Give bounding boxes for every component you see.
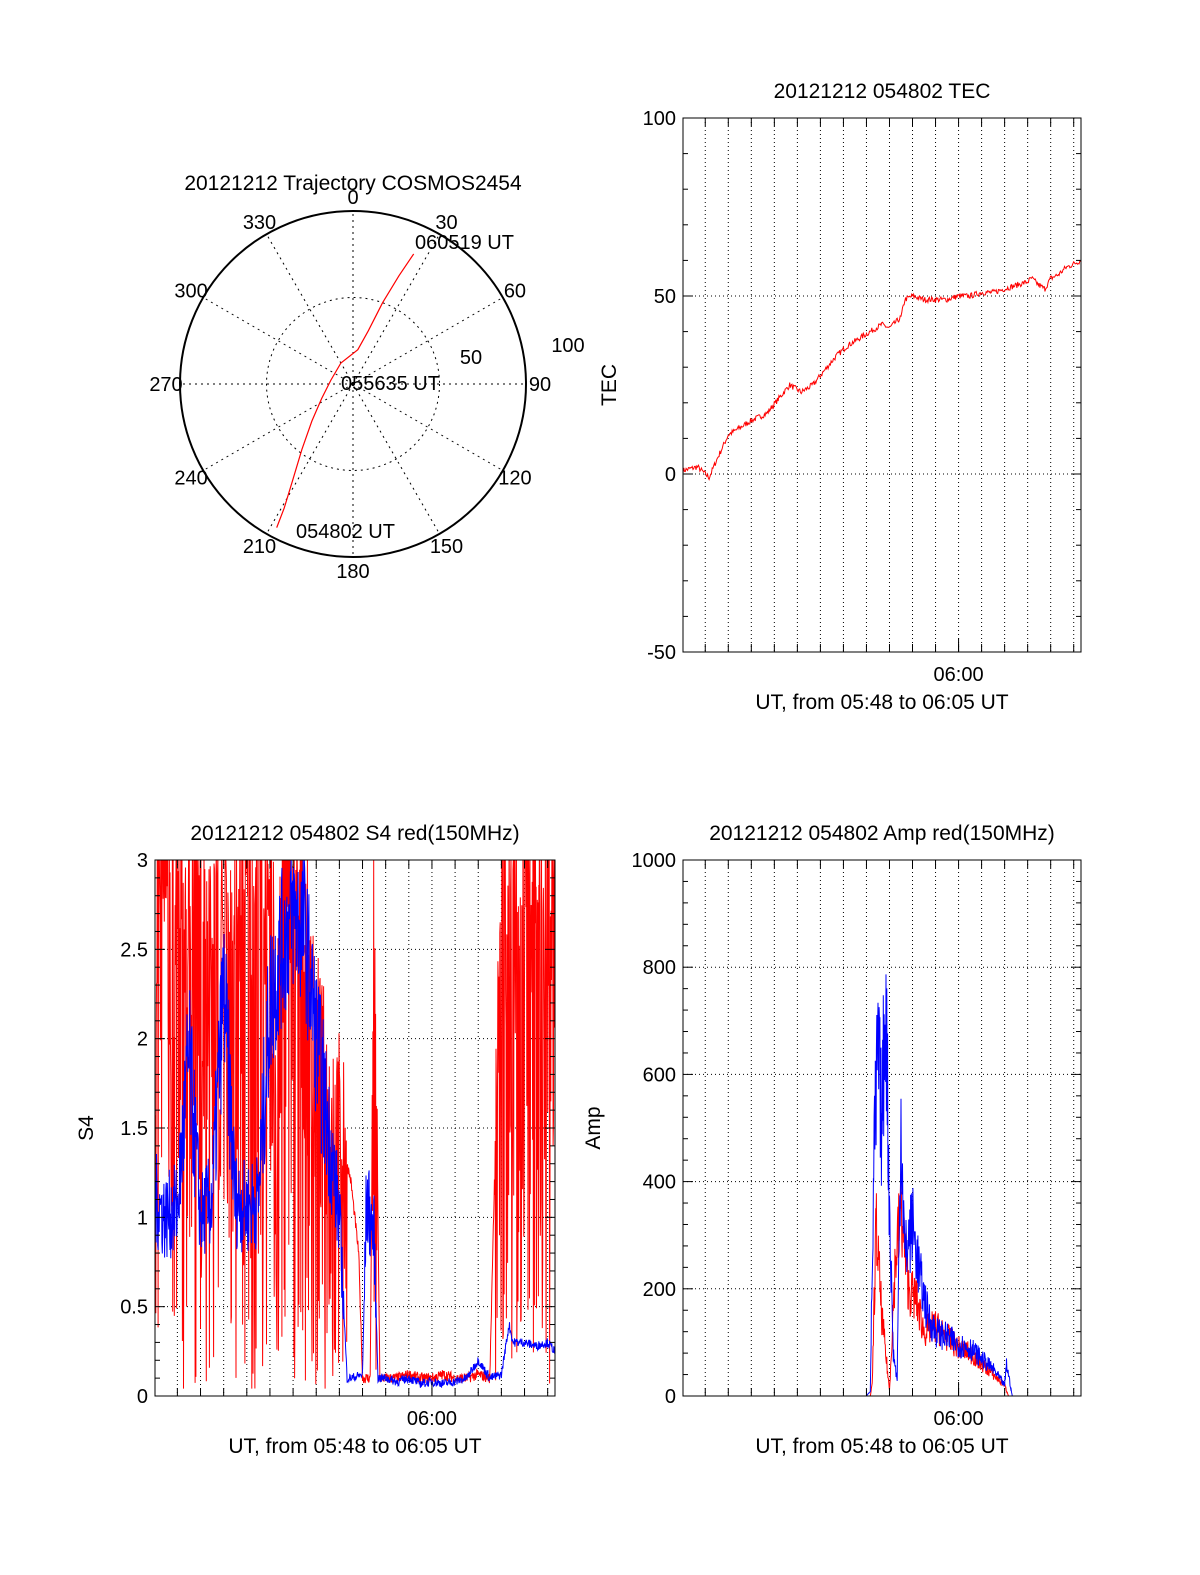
y-axis-label: TEC — [598, 364, 621, 406]
plot-frame — [682, 859, 1082, 1397]
grid-spoke — [352, 233, 440, 385]
y-tick-label: 2 — [137, 1029, 148, 1051]
angle-label: 270 — [149, 374, 182, 396]
x-axis: 06:00 — [176, 860, 549, 1430]
amp-panel: 20121212 054802 Amp red(150MHz) 0 200 400 60… — [582, 822, 1082, 1458]
y-axis: 0 200 400 600 800 1000 — [632, 850, 1081, 1408]
trajectory-path — [276, 253, 415, 528]
grid-circle-50 — [266, 297, 440, 471]
angle-label: 120 — [498, 468, 531, 490]
chart-title: 20121212 054802 Amp red(150MHz) — [709, 822, 1055, 845]
angle-label: 60 — [504, 281, 526, 303]
y-tick-label: 50 — [654, 286, 676, 308]
series-line-2 — [155, 860, 555, 1388]
x-tick-label: 06:00 — [934, 1408, 984, 1430]
y-tick-label: 1.5 — [120, 1118, 148, 1140]
angle-label: 90 — [529, 374, 551, 396]
radial-label: 100 — [551, 335, 584, 357]
polar-grid — [180, 211, 526, 557]
y-tick-label: 0 — [137, 1386, 148, 1408]
series-line-2 — [683, 974, 1081, 1396]
tec-panel: 20121212 054802 TEC -50 0 50 100 TEC 06:00 UT, … — [598, 80, 1082, 714]
chart-title: 20121212 Trajectory COSMOS2454 — [184, 172, 522, 195]
angle-label: 150 — [430, 536, 463, 558]
plot-frame — [682, 117, 1082, 653]
x-axis: 06:00 — [704, 118, 1075, 686]
angle-label: 300 — [174, 281, 207, 303]
y-tick-label: 0 — [665, 1386, 676, 1408]
y-tick-label: 2.5 — [120, 939, 148, 961]
y-axis: 0 0.5 1 1.5 2 2.5 3 — [120, 850, 555, 1408]
angle-label: 240 — [174, 468, 207, 490]
grid-spoke — [202, 383, 354, 471]
angle-label: 0 — [347, 187, 358, 209]
grid-spoke — [352, 383, 504, 471]
x-tick-label: 06:00 — [934, 664, 984, 686]
series-group — [683, 260, 1081, 481]
x-axis: 06:00 — [704, 860, 1075, 1430]
series-group — [155, 860, 555, 1389]
y-tick-label: 3 — [137, 850, 148, 872]
x-tick-label: 06:00 — [407, 1408, 457, 1430]
trajectory-start-label: 054802 UT — [296, 521, 395, 543]
chart-title: 20121212 054802 S4 red(150MHz) — [190, 822, 519, 845]
grid-spoke — [352, 297, 504, 385]
grid-spoke — [352, 383, 440, 535]
angle-label: 30 — [435, 212, 457, 234]
y-axis-label: S4 — [75, 1115, 98, 1141]
grid-spoke — [266, 383, 354, 535]
y-tick-label: 200 — [643, 1279, 676, 1301]
y-tick-label: 1000 — [632, 850, 677, 872]
series-line-1 — [683, 260, 1081, 481]
series-line-1 — [683, 1173, 1081, 1396]
chart-title: 20121212 054802 TEC — [774, 80, 991, 103]
grid-spoke — [202, 297, 354, 385]
grid-lines — [683, 118, 1081, 652]
grid-spoke — [266, 233, 354, 385]
x-axis-label: UT, from 05:48 to 06:05 UT — [755, 1435, 1008, 1458]
y-tick-label: 100 — [643, 108, 676, 130]
y-axis-label: Amp — [582, 1106, 605, 1149]
radial-label: 50 — [460, 347, 482, 369]
y-tick-label: -50 — [647, 642, 676, 664]
y-tick-label: 400 — [643, 1172, 676, 1194]
grid-lines — [683, 860, 1081, 1396]
angle-label: 180 — [336, 561, 369, 583]
x-axis-label: UT, from 05:48 to 06:05 UT — [755, 691, 1008, 714]
s4-panel: 20121212 054802 S4 red(150MHz) 0 0.5 1 1.5 2 2… — [75, 822, 556, 1458]
y-tick-label: 0.5 — [120, 1297, 148, 1319]
series-group — [683, 974, 1081, 1396]
y-axis: -50 0 50 100 — [643, 108, 1081, 664]
angle-label: 330 — [243, 212, 276, 234]
y-tick-label: 600 — [643, 1064, 676, 1086]
angle-label: 210 — [243, 536, 276, 558]
x-axis-label: UT, from 05:48 to 06:05 UT — [228, 1435, 481, 1458]
y-tick-label: 800 — [643, 957, 676, 979]
polar-outer-circle — [179, 210, 527, 558]
y-tick-label: 1 — [137, 1207, 148, 1229]
y-tick-label: 0 — [665, 464, 676, 486]
trajectory-mid-label: 055635 UT — [341, 373, 440, 395]
trajectory-end-label: 060519 UT — [415, 232, 514, 254]
